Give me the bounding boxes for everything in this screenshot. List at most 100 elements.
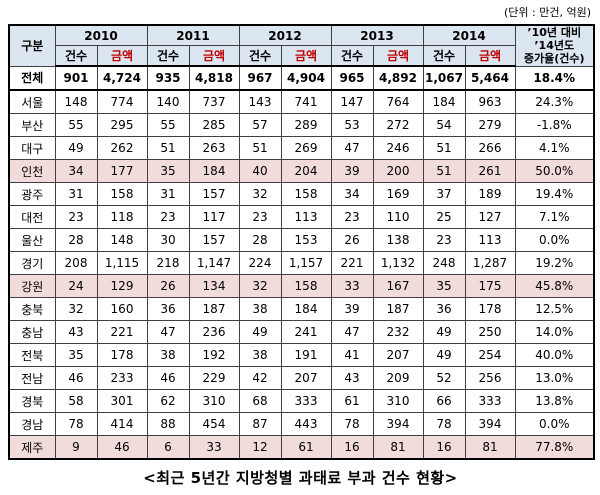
amount-cell: 256 [464, 366, 516, 391]
table-row-전체: 전체 901 4,724 935 4,818 967 4,904 965 4,892 1,067 5… [8, 65, 595, 92]
count-cell: 47 [146, 320, 190, 345]
sub-header-count: 건수 [146, 45, 190, 68]
amount-cell: 187 [188, 297, 240, 322]
amount-cell: 963 [464, 89, 516, 115]
count-cell: 26 [146, 274, 190, 299]
amount-cell: 394 [464, 412, 516, 437]
amount-cell: 246 [372, 136, 424, 161]
count-cell: 61 [330, 389, 374, 414]
count-cell: 57 [238, 113, 282, 138]
amount-cell: 741 [280, 89, 332, 115]
count-cell: 224 [238, 251, 282, 276]
count-cell: 30 [146, 228, 190, 253]
count-cell: 6 [146, 435, 190, 460]
count-cell: 58 [54, 389, 98, 414]
amount-cell: 209 [372, 366, 424, 391]
amount-cell: 81 [372, 435, 424, 460]
row-label-대구: 대구 [8, 136, 56, 161]
count-cell: 39 [330, 159, 374, 184]
amount-cell: 229 [188, 366, 240, 391]
sub-header-count: 건수 [54, 45, 98, 68]
count-cell: 208 [54, 251, 98, 276]
amount-cell: 113 [464, 228, 516, 253]
table-row-충남: 충남 43 221 47 236 49 241 47 232 49 250 14.0% [8, 320, 595, 345]
rate-cell: 4.1% [514, 136, 595, 161]
table-row-전북: 전북 35 178 38 192 38 191 41 207 49 254 40.0% [8, 343, 595, 368]
amount-cell: 134 [188, 274, 240, 299]
rate-cell: 19.2% [514, 251, 595, 276]
row-label-전남: 전남 [8, 366, 56, 391]
amount-cell: 157 [188, 228, 240, 253]
rate-cell: 0.0% [514, 228, 595, 253]
count-cell: 55 [54, 113, 98, 138]
sub-header-amount: 금액 [464, 45, 516, 68]
rate-cell: 12.5% [514, 297, 595, 322]
amount-cell: 301 [96, 389, 148, 414]
amount-cell: 81 [464, 435, 516, 460]
count-cell: 23 [330, 205, 374, 230]
amount-cell: 189 [464, 182, 516, 207]
unit-note: (단위 : 만건, 억원) [504, 6, 591, 19]
year-header-2012: 2012 [238, 24, 332, 47]
amount-cell: 167 [372, 274, 424, 299]
amount-cell: 236 [188, 320, 240, 345]
count-cell: 51 [422, 159, 466, 184]
amount-cell: 414 [96, 412, 148, 437]
count-cell: 965 [330, 65, 374, 92]
count-cell: 78 [422, 412, 466, 437]
count-cell: 12 [238, 435, 282, 460]
count-cell: 147 [330, 89, 374, 115]
count-cell: 148 [54, 89, 98, 115]
rate-cell: 0.0% [514, 412, 595, 437]
amount-cell: 110 [372, 205, 424, 230]
table-row-인천: 인천 34 177 35 184 40 204 39 200 51 261 50.0% [8, 159, 595, 184]
count-cell: 28 [54, 228, 98, 253]
year-header-2014: 2014 [422, 24, 516, 47]
table-row-강원: 강원 24 129 26 134 32 158 33 167 35 175 45.8% [8, 274, 595, 299]
count-cell: 38 [238, 297, 282, 322]
count-cell: 62 [146, 389, 190, 414]
row-label-충남: 충남 [8, 320, 56, 345]
count-cell: 23 [238, 205, 282, 230]
count-cell: 35 [422, 274, 466, 299]
count-cell: 218 [146, 251, 190, 276]
count-cell: 39 [330, 297, 374, 322]
sub-header-count: 건수 [238, 45, 282, 68]
amount-cell: 232 [372, 320, 424, 345]
count-cell: 35 [146, 159, 190, 184]
rate-cell: 24.3% [514, 89, 595, 115]
amount-cell: 33 [188, 435, 240, 460]
amount-cell: 1,147 [188, 251, 240, 276]
count-cell: 38 [146, 343, 190, 368]
sub-header-amount: 금액 [188, 45, 240, 68]
amount-cell: 774 [96, 89, 148, 115]
amount-cell: 127 [464, 205, 516, 230]
count-cell: 49 [422, 343, 466, 368]
count-cell: 54 [422, 113, 466, 138]
count-cell: 31 [146, 182, 190, 207]
count-cell: 49 [422, 320, 466, 345]
year-header-2010: 2010 [54, 24, 148, 47]
amount-cell: 269 [280, 136, 332, 161]
amount-cell: 263 [188, 136, 240, 161]
amount-cell: 272 [372, 113, 424, 138]
amount-cell: 148 [96, 228, 148, 253]
row-label-제주: 제주 [8, 435, 56, 460]
count-cell: 34 [54, 159, 98, 184]
amount-cell: 158 [280, 182, 332, 207]
amount-cell: 184 [188, 159, 240, 184]
count-cell: 43 [330, 366, 374, 391]
count-cell: 9 [54, 435, 98, 460]
row-label-대전: 대전 [8, 205, 56, 230]
count-cell: 24 [54, 274, 98, 299]
amount-cell: 241 [280, 320, 332, 345]
count-cell: 16 [330, 435, 374, 460]
amount-cell: 117 [188, 205, 240, 230]
sub-header-count: 건수 [330, 45, 374, 68]
count-cell: 46 [146, 366, 190, 391]
rate-cell: 50.0% [514, 159, 595, 184]
amount-cell: 61 [280, 435, 332, 460]
sub-header-amount: 금액 [280, 45, 332, 68]
count-cell: 23 [146, 205, 190, 230]
amount-cell: 207 [280, 366, 332, 391]
